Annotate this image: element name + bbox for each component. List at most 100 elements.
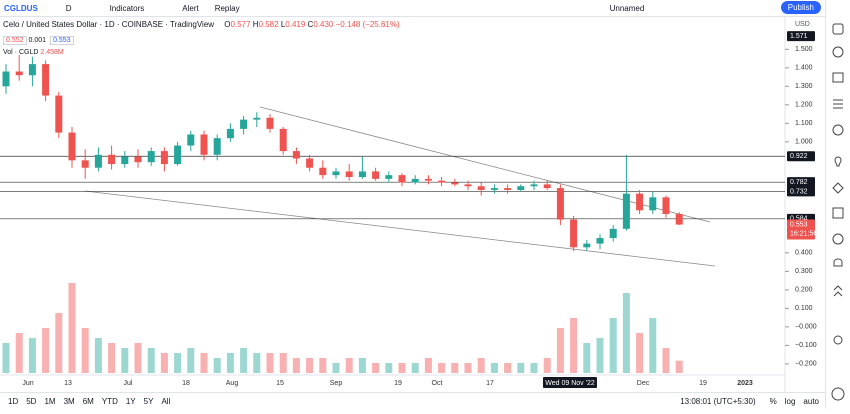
top-toolbar: CGLDUS D Indicators Alert Replay Unnamed… — [0, 0, 825, 17]
x-tick-label: 17 — [486, 380, 494, 387]
x-tick-label: Aug — [226, 380, 239, 387]
alert[interactable]: Alert — [182, 3, 199, 13]
candle-body — [662, 197, 670, 215]
range-button[interactable]: 1D — [8, 397, 19, 406]
range-button[interactable]: 5D — [26, 397, 37, 406]
trend-line[interactable] — [259, 106, 711, 223]
volume-bar — [200, 353, 208, 373]
log-toggle[interactable]: log — [784, 397, 796, 406]
price-marker-label: 1.571 — [790, 33, 808, 40]
volume-bar — [622, 293, 630, 373]
volume-bar — [530, 363, 538, 373]
interval[interactable]: D — [65, 3, 72, 13]
y-tick-label: 0.400 — [795, 250, 813, 257]
x-tick-label: Jun — [22, 380, 33, 387]
auto-toggle[interactable]: auto — [803, 397, 819, 406]
volume-bar — [609, 318, 617, 373]
x-tick-label: 13 — [64, 380, 72, 387]
range-button[interactable]: 6M — [82, 397, 94, 406]
range-button[interactable]: 5Y — [143, 397, 154, 406]
volume-bar — [332, 363, 340, 373]
candle-body — [530, 184, 538, 187]
candle-body — [200, 134, 208, 155]
volume-bar — [372, 363, 380, 373]
candle-body — [424, 178, 432, 181]
y-tick-label: 1.400 — [795, 65, 813, 72]
volume-bar — [94, 338, 102, 373]
candle-body — [319, 167, 327, 176]
x-tick-label: 18 — [182, 380, 190, 387]
clock[interactable]: 13:08:01 (UTC+5:30) — [680, 397, 756, 406]
sidebar-icons — [831, 23, 845, 401]
crosshair-date-box — [543, 377, 597, 388]
candle-body — [517, 186, 525, 190]
vol-label: Vol · CGLD — [3, 49, 39, 56]
percent-toggle[interactable]: % — [769, 397, 777, 406]
candle-body — [358, 171, 366, 177]
volume-bar — [438, 363, 446, 373]
legend-title: Celo / United States Dollar · 1D · COINB… — [3, 20, 215, 29]
candle-body — [2, 71, 10, 87]
candle-body — [213, 138, 221, 155]
volume-bar — [292, 358, 300, 373]
candle-body — [345, 171, 353, 177]
volume-bar — [662, 348, 670, 373]
symbol[interactable]: CGLDUS — [4, 3, 38, 13]
chart: USD 1.500 1.400 1.300 1.200 1.100 1.000 0.400 0… — [0, 16, 817, 392]
l: L — [280, 20, 286, 29]
trend-line[interactable] — [84, 190, 716, 267]
x-tick-label: Jul — [124, 380, 133, 387]
volume-bar — [42, 328, 50, 373]
price-marker-label: 0.922 — [790, 153, 808, 160]
replay[interactable]: Replay — [214, 3, 240, 13]
c: C — [307, 20, 314, 29]
volume-bar — [490, 363, 498, 373]
spread: 0.001 — [28, 37, 47, 44]
volume-bar — [675, 360, 683, 373]
candle-body — [147, 151, 155, 163]
y-tick-label: 1.200 — [795, 102, 813, 109]
volume-bar — [240, 348, 248, 373]
volume-bar — [583, 343, 591, 373]
candle-body — [332, 171, 340, 176]
candle-body — [636, 193, 644, 211]
candle-body — [279, 128, 287, 152]
o: O — [224, 20, 231, 29]
candle-body — [451, 182, 459, 185]
candle-body — [226, 128, 234, 139]
x-tick-label: 2023 — [737, 380, 753, 387]
volume-bar — [504, 363, 512, 373]
range-button[interactable]: 1M — [44, 397, 56, 406]
candle-body — [253, 117, 261, 120]
h-value: 0.582 — [258, 20, 279, 29]
price-marker-box — [787, 177, 815, 188]
candle-body — [543, 184, 551, 189]
volume-bar — [477, 358, 485, 373]
bid[interactable]: 0.552 — [3, 36, 27, 45]
bottom-toolbar: 1D 5D 1M 3M 6M YTD 1Y 5Y All 13:08:01 (UTC+5:30)%… — [0, 392, 825, 410]
candle-body — [622, 193, 630, 229]
price-marker-label: 0.782 — [790, 179, 808, 186]
candle-body — [42, 64, 50, 96]
volume-bar — [121, 348, 129, 373]
range-button[interactable]: All — [161, 397, 171, 406]
volume-bar — [226, 353, 234, 373]
volume-bar — [160, 353, 168, 373]
h: H — [252, 20, 259, 29]
o-value: 0.577 — [230, 20, 251, 29]
candle-body — [94, 154, 102, 168]
range-button[interactable]: YTD — [101, 397, 118, 406]
ask[interactable]: 0.553 — [50, 36, 74, 45]
range-button[interactable]: 3M — [63, 397, 75, 406]
indicators[interactable]: Indicators — [109, 3, 145, 13]
candle-body — [160, 151, 168, 165]
crosshair-date: Wed 09 Nov '22 — [545, 380, 595, 387]
candle-body — [134, 156, 142, 163]
candle-body — [68, 132, 76, 161]
publish-button[interactable]: Publish — [780, 1, 821, 14]
range-button[interactable]: 1Y — [125, 397, 136, 406]
candle-body — [187, 134, 195, 146]
volume-bar — [411, 363, 419, 373]
volume-bar — [2, 343, 10, 373]
layout-name[interactable]: Unnamed — [609, 3, 645, 13]
